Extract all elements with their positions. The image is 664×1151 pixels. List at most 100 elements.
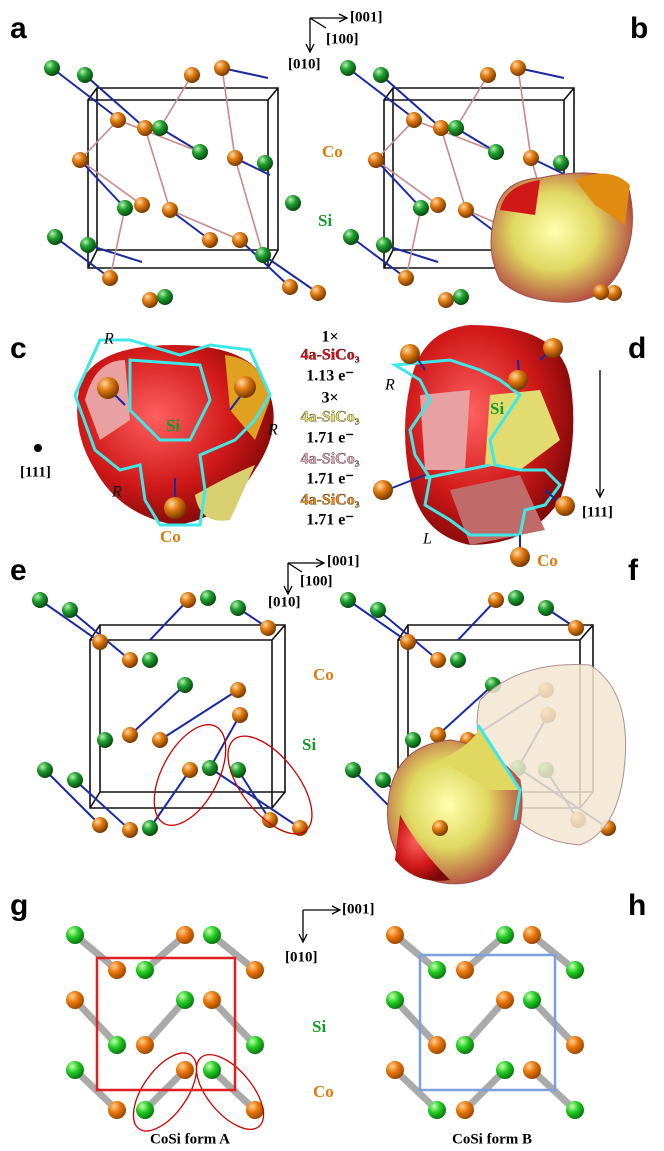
co-atom: [230, 682, 246, 698]
si-atom: [376, 237, 392, 253]
si-label: Si: [302, 735, 316, 754]
charge-entry: 1.13 e⁻: [306, 368, 354, 385]
si-atom: [142, 652, 158, 668]
si-atom: [413, 200, 429, 216]
co-atom: [523, 926, 541, 944]
si-atom: [117, 200, 133, 216]
co-atom: [310, 285, 326, 301]
si-atom: [67, 772, 83, 788]
charge-entry: 1.71 e⁻: [306, 471, 354, 488]
si-label: Si: [490, 399, 504, 418]
direction-label: [111]: [582, 504, 613, 520]
si-atom: [496, 1061, 514, 1079]
axis-label: [010]: [268, 594, 301, 610]
co-label: Co: [537, 551, 558, 570]
co-atom: [510, 60, 526, 76]
si-atom: [136, 1101, 154, 1119]
co-atom: [176, 1061, 194, 1079]
si-atom: [157, 289, 173, 305]
caption: CoSi form A: [150, 1131, 230, 1147]
panel-label: a: [10, 12, 27, 45]
caption: CoSi form B: [452, 1131, 532, 1147]
figure: a b c d e f g h [001] [100] [010] [001] …: [0, 0, 664, 1151]
co-atom: [488, 592, 504, 608]
highlight-ring: [184, 1043, 276, 1140]
si-atom: [428, 1101, 446, 1119]
co-atom: [122, 727, 138, 743]
charge-entry: 4a-SiCo₃: [300, 347, 359, 364]
panel-label: f: [628, 554, 639, 587]
co-atom: [180, 592, 196, 608]
si-atom: [255, 247, 271, 263]
co-label: Co: [313, 665, 334, 684]
co-atom: [134, 197, 150, 213]
si-atom: [176, 991, 194, 1009]
charge-entry: 4a-SiCo₃: [300, 492, 359, 509]
co-atom: [92, 817, 108, 833]
co-atom: [203, 991, 221, 1009]
si-atom: [370, 602, 386, 618]
co-atom: [386, 1061, 404, 1079]
si-atom: [66, 926, 84, 944]
si-atom: [345, 762, 361, 778]
co-atom: [182, 762, 198, 778]
co-atom: [66, 991, 84, 1009]
co-atom: [568, 620, 584, 636]
co-atom: [136, 1036, 154, 1054]
co-atom: [162, 202, 178, 218]
si-atom: [508, 590, 524, 606]
region-label: L: [422, 531, 432, 548]
co-label: Co: [313, 1082, 334, 1101]
region-label: R: [384, 377, 395, 394]
bond: [212, 1000, 255, 1045]
si-atom: [343, 229, 359, 245]
si-atom: [488, 144, 504, 160]
axis-label: [001]: [327, 553, 360, 569]
panel-label: d: [628, 332, 646, 365]
si-atom: [47, 229, 63, 245]
co-atom: [406, 112, 422, 128]
co-atom: [593, 284, 609, 300]
si-atom: [375, 772, 391, 788]
co-atom: [122, 822, 138, 838]
co-atom: [566, 1036, 584, 1054]
si-atom: [37, 762, 53, 778]
bond: [222, 68, 235, 158]
axis-label: [100]: [326, 31, 359, 47]
bond: [160, 75, 192, 128]
co-atom: [232, 707, 248, 723]
panel-label: g: [10, 889, 28, 922]
si-atom: [496, 926, 514, 944]
polyhedron-c: [34, 340, 274, 525]
panel-label: e: [10, 554, 27, 587]
si-atom: [177, 677, 193, 693]
region-label: R: [111, 484, 122, 501]
co-atom: [102, 270, 118, 286]
bond: [518, 68, 531, 158]
axis-label: [001]: [342, 901, 375, 917]
axis-label: [010]: [288, 56, 321, 72]
co-atom: [400, 634, 416, 650]
co-atom: [523, 150, 539, 166]
co-atom: [456, 961, 474, 979]
co-atom: [430, 652, 446, 668]
si-atom: [62, 602, 78, 618]
si-atom: [538, 600, 554, 616]
co-atom: [227, 150, 243, 166]
si-atom: [203, 926, 221, 944]
co-atom: [480, 67, 496, 83]
si-atom: [523, 991, 541, 1009]
bond: [150, 600, 188, 640]
bond: [210, 768, 300, 828]
co-label: Co: [160, 527, 181, 546]
bond: [458, 600, 496, 640]
si-atom: [340, 60, 356, 76]
si-atom: [230, 600, 246, 616]
co-atom: [368, 152, 384, 168]
co-atom: [398, 270, 414, 286]
bond: [395, 1000, 437, 1045]
si-atom: [257, 155, 273, 171]
si-atom: [44, 60, 60, 76]
polyhedron-d: [373, 325, 575, 567]
si-atom: [456, 1036, 474, 1054]
